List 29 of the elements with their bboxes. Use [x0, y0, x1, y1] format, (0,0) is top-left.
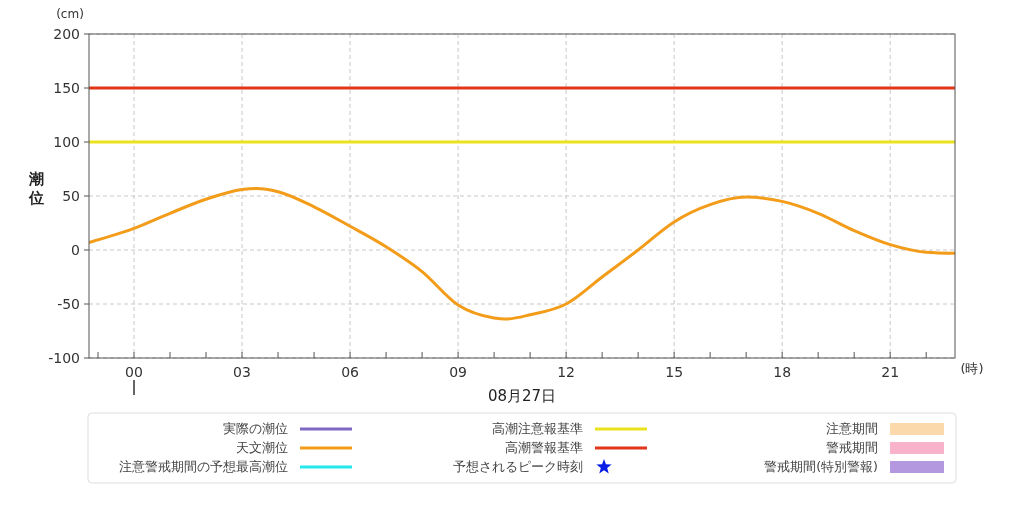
y-tick-label: 150	[53, 79, 80, 96]
y-tick-label: 0	[71, 241, 80, 258]
y-axis-title: 潮位	[27, 170, 44, 207]
x-tick-label: 03	[233, 364, 251, 380]
y-tick-label: 100	[53, 133, 80, 150]
x-tick-label: 18	[773, 364, 792, 380]
x-axis-title: 08月27日	[487, 387, 557, 405]
y-tick-label: 50	[62, 187, 80, 204]
x-tick-label: 09	[449, 364, 467, 380]
y-tick-label: -100	[48, 349, 80, 366]
text: (時)	[960, 361, 984, 376]
line-series	[89, 186, 955, 321]
legend-label: 高潮注意報基準	[492, 421, 583, 437]
x-tick-label: 21	[881, 364, 900, 380]
legend-label: 注意期間	[826, 421, 878, 437]
legend-label: 警戒期間(特別警報)	[764, 459, 878, 475]
x-tick-label: 15	[665, 364, 684, 380]
text: (cm)	[56, 7, 84, 21]
legend-label: 警戒期間	[826, 440, 878, 456]
y-tick-label: -50	[57, 295, 80, 312]
legend-label: 注意警戒期間の予想最高潮位	[119, 459, 288, 475]
y-tick-label: 200	[53, 25, 80, 42]
x-tick-label: 06	[341, 364, 360, 380]
x-tick-label: 12	[557, 364, 576, 380]
legend-label: 高潮警報基準	[505, 440, 583, 456]
x-tick-label: 00	[125, 364, 143, 380]
legend-label: 予想されるピーク時刻	[453, 459, 583, 475]
legend-label: 天文潮位	[236, 440, 288, 456]
legend-label: 実際の潮位	[223, 421, 288, 437]
